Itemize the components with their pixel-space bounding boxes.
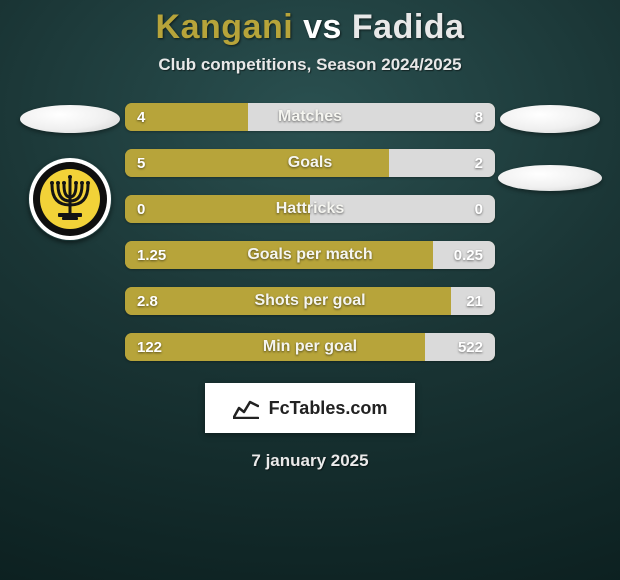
stat-bar-right-fill (310, 195, 495, 223)
stat-value-right: 21 (466, 287, 483, 315)
brand-text: FcTables.com (269, 398, 388, 419)
stat-value-right: 2 (475, 149, 483, 177)
stat-bar-right-fill (248, 103, 495, 131)
stat-bar: 2.821Shots per goal (125, 287, 495, 315)
stat-bar: 00Hattricks (125, 195, 495, 223)
left-team-crest (28, 157, 112, 241)
stat-value-left: 0 (137, 195, 145, 223)
stat-value-left: 2.8 (137, 287, 158, 315)
stat-bar: 1.250.25Goals per match (125, 241, 495, 269)
title-vs: vs (303, 8, 342, 46)
stat-bar-left-fill (125, 333, 425, 361)
stat-value-right: 0 (475, 195, 483, 223)
right-player-ellipse (500, 105, 600, 133)
right-team-ellipse (498, 165, 602, 191)
stat-value-left: 4 (137, 103, 145, 131)
stat-value-left: 5 (137, 149, 145, 177)
stat-value-left: 122 (137, 333, 162, 361)
title-player2: Fadida (352, 8, 465, 46)
page-title: Kangani vs Fadida (156, 8, 465, 47)
left-side-column (15, 103, 125, 241)
menorah-crest-icon (28, 157, 112, 241)
right-side-column (495, 103, 605, 191)
stat-bar-left-fill (125, 149, 389, 177)
main-row: 48Matches52Goals00Hattricks1.250.25Goals… (0, 103, 620, 361)
title-player1: Kangani (156, 8, 294, 46)
stat-bar-left-fill (125, 287, 451, 315)
left-player-ellipse (20, 105, 120, 133)
stat-bar: 48Matches (125, 103, 495, 131)
comparison-card: Kangani vs Fadida Club competitions, Sea… (0, 0, 620, 471)
stat-bar-left-fill (125, 195, 310, 223)
stat-bar: 122522Min per goal (125, 333, 495, 361)
stat-bar: 52Goals (125, 149, 495, 177)
stat-value-right: 522 (458, 333, 483, 361)
stat-bars: 48Matches52Goals00Hattricks1.250.25Goals… (125, 103, 495, 361)
stat-bar-left-fill (125, 241, 433, 269)
brand-chart-icon (233, 397, 259, 419)
stat-value-right: 0.25 (454, 241, 483, 269)
stat-value-left: 1.25 (137, 241, 166, 269)
subtitle: Club competitions, Season 2024/2025 (158, 55, 461, 75)
footer: FcTables.com 7 january 2025 (205, 383, 416, 471)
date-text: 7 january 2025 (251, 451, 368, 471)
stat-value-right: 8 (475, 103, 483, 131)
brand-badge: FcTables.com (205, 383, 416, 433)
